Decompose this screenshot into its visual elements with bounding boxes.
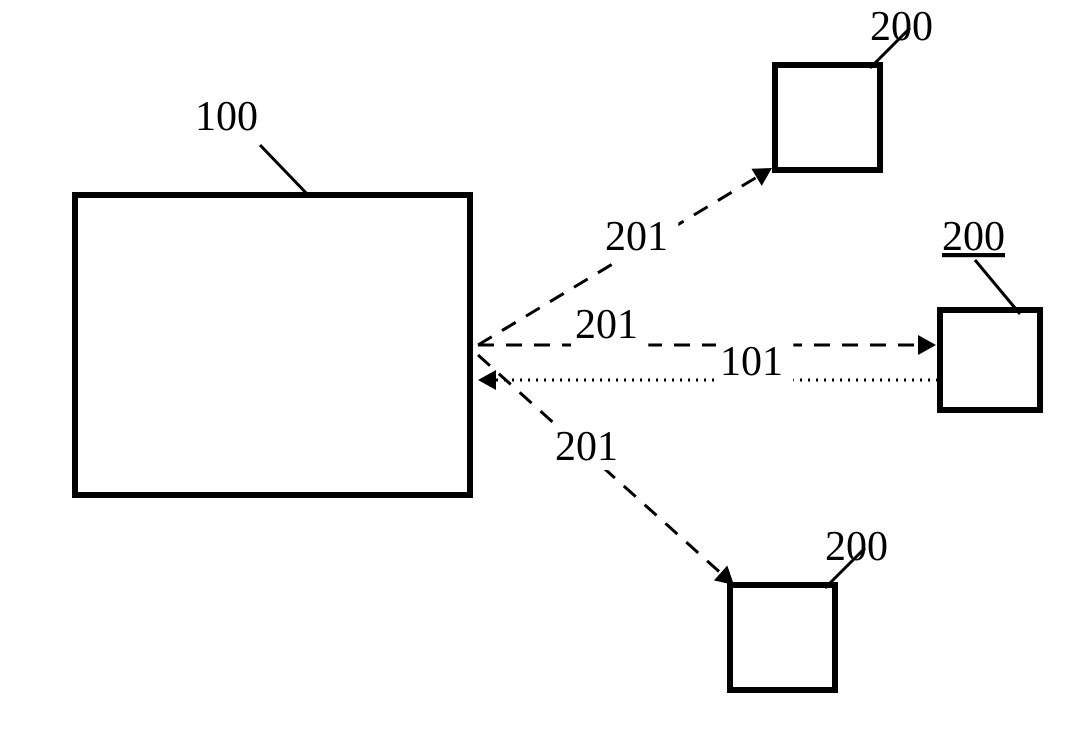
- node-bot-label: 200: [825, 524, 888, 570]
- main-box-label: 100: [195, 94, 258, 140]
- node-top: [775, 65, 880, 170]
- edge-e-mid-out-label: 201: [575, 302, 638, 348]
- node-mid: [940, 310, 1040, 410]
- node-mid-callout: [975, 260, 1020, 314]
- edge-e-bot-label: 201: [555, 424, 618, 470]
- edge-e-mid-in-label: 101: [720, 339, 783, 385]
- node-mid-label: 200: [942, 214, 1005, 260]
- edge-e-top-label: 201: [605, 214, 668, 260]
- main-box: [75, 195, 470, 495]
- edge-e-mid-in-head: [478, 370, 496, 390]
- edge-e-mid-out-head: [918, 335, 936, 355]
- node-bot: [730, 585, 835, 690]
- node-top-label: 200: [870, 4, 933, 50]
- main-box-callout: [260, 145, 310, 197]
